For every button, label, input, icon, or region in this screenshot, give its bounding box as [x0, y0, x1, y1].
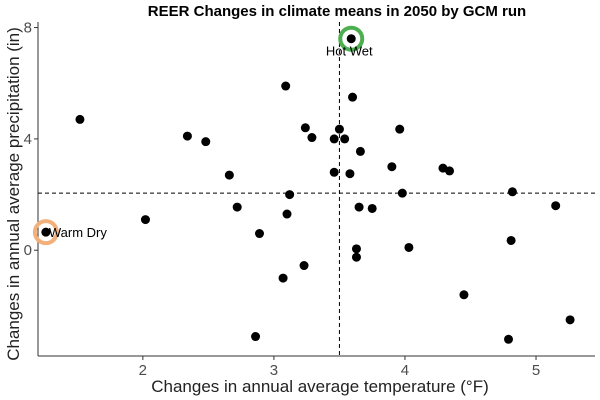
data-point: [329, 167, 339, 177]
data-point: [504, 334, 514, 344]
highlight-ring: [338, 25, 365, 52]
x-tick-label: 5: [532, 362, 540, 379]
y-tick-label: 0: [24, 242, 32, 259]
data-point: [397, 188, 407, 198]
data-point: [387, 162, 397, 172]
data-point: [445, 166, 455, 176]
highlight-ring: [32, 219, 59, 246]
data-point: [299, 261, 309, 271]
data-point: [551, 201, 561, 211]
data-point: [251, 332, 261, 342]
data-point: [340, 134, 350, 144]
data-point: [300, 123, 310, 133]
data-point: [307, 133, 317, 143]
data-point: [395, 124, 405, 134]
data-point: [345, 169, 355, 179]
data-point: [334, 124, 344, 134]
data-point: [459, 290, 469, 300]
data-points: [75, 81, 575, 344]
data-point: [282, 209, 292, 219]
x-tick-label: 3: [270, 362, 278, 379]
reference-lines: [38, 22, 595, 356]
data-point: [507, 187, 517, 197]
data-point: [351, 244, 361, 254]
data-point: [201, 137, 211, 147]
data-point: [278, 273, 288, 283]
data-point: [367, 203, 377, 213]
axis-ticks: 2 3 4 5 0 4 8: [24, 20, 541, 379]
chart-title: REER Changes in climate means in 2050 by…: [148, 3, 526, 20]
y-tick-label: 4: [24, 131, 32, 148]
data-point: [281, 81, 291, 91]
data-point: [140, 215, 150, 225]
x-tick-label: 2: [139, 362, 147, 379]
data-point: [404, 242, 414, 252]
y-axis-label: Changes in annual average precipitation …: [4, 27, 23, 361]
highlight-markers: Hot Wet Warm Dry: [32, 25, 373, 246]
data-point: [351, 252, 361, 262]
data-point: [329, 134, 339, 144]
data-point: [348, 92, 358, 102]
x-axis-label: Changes in annual average temperature (°…: [151, 377, 489, 396]
data-point: [354, 202, 364, 212]
data-point: [254, 229, 264, 239]
data-point: [565, 315, 575, 325]
highlight-point: [41, 227, 51, 237]
data-point: [182, 131, 192, 141]
highlight-point: [346, 34, 356, 44]
data-point: [355, 146, 365, 156]
data-point: [506, 235, 516, 245]
highlight-label: Hot Wet: [326, 44, 373, 59]
data-point: [285, 190, 295, 200]
x-tick-label: 4: [401, 362, 409, 379]
y-tick-label: 8: [24, 20, 32, 37]
data-point: [224, 170, 234, 180]
data-point: [232, 202, 242, 212]
highlight-label: Warm Dry: [49, 225, 108, 240]
data-point: [75, 114, 85, 124]
